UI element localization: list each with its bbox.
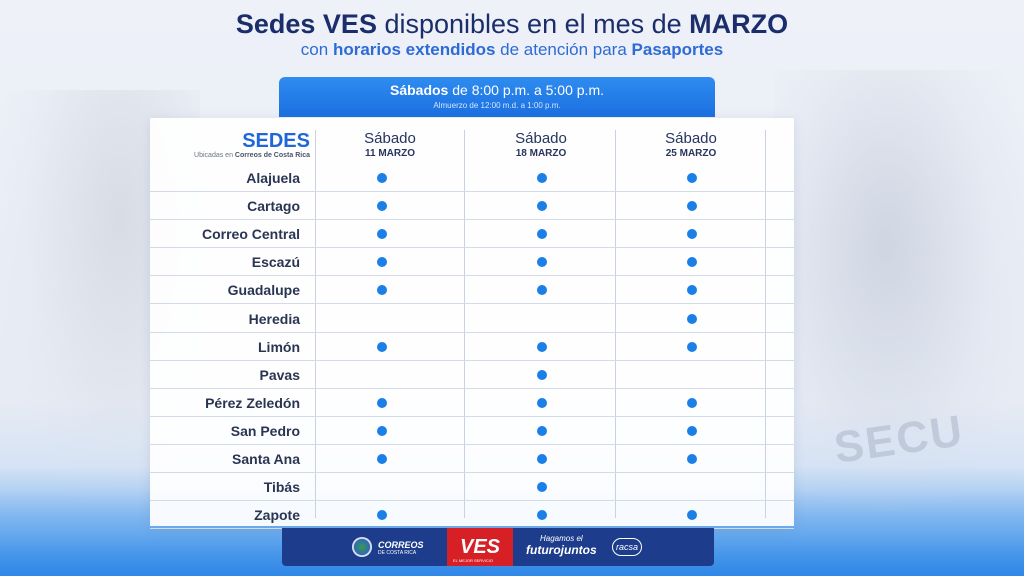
availability-dot <box>687 341 697 352</box>
row-separator <box>150 191 794 192</box>
sede-name: Limón <box>258 338 300 355</box>
availability-dot <box>377 341 387 352</box>
availability-dot <box>687 257 697 268</box>
availability-dot <box>377 425 387 436</box>
table-row: Escazú <box>150 248 794 277</box>
page-title: Sedes VES disponibles en el mes de MARZO <box>235 9 789 39</box>
availability-dot <box>537 482 547 493</box>
column-divider <box>464 130 465 518</box>
schedule-hours: Sábados de 8:00 p.m. a 5:00 p.m. <box>389 82 604 98</box>
table-row: Correo Central <box>150 220 794 249</box>
sede-name: Alajuela <box>246 170 300 186</box>
sede-name: Pavas <box>259 366 300 383</box>
availability-dot <box>377 201 387 212</box>
background-badge-text: SECU <box>831 406 967 473</box>
row-separator <box>150 500 794 502</box>
sede-name: Guadalupe <box>227 282 300 299</box>
availability-dot <box>537 425 547 436</box>
futuro-juntos-logo: Hagamos el futurojuntos <box>526 534 597 557</box>
column-header-3: Sábado 25 MARZO <box>665 130 717 159</box>
sedes-subtitle: Ubicadas en Correos de Costa Rica <box>194 152 310 159</box>
row-separator <box>150 247 794 249</box>
column-divider <box>765 130 766 518</box>
availability-dot <box>537 369 547 380</box>
table-row: Tibás <box>150 473 794 502</box>
correos-logo: CORREOS DE COSTA RICA <box>378 540 424 556</box>
availability-dot <box>687 201 697 212</box>
sede-name: Escazú <box>251 254 300 271</box>
table-row: Limón <box>150 333 794 361</box>
availability-dot <box>537 201 547 212</box>
availability-dot <box>687 425 697 436</box>
background-photo-right: SECU <box>774 70 1024 510</box>
column-header-2: Sábado 18 MARZO <box>515 130 567 159</box>
table-row: Cartago <box>150 192 794 221</box>
page-subtitle: con horarios extendidos de atención para… <box>300 40 724 59</box>
availability-dot <box>537 173 547 183</box>
column-divider <box>615 130 616 518</box>
sede-name: Pérez Zeledón <box>205 394 300 411</box>
row-separator <box>150 443 794 445</box>
table-row: Guadalupe <box>150 276 794 305</box>
availability-dot <box>537 257 547 268</box>
availability-dot <box>537 510 547 521</box>
schedule-banner: Sábados de 8:00 p.m. a 5:00 p.m. Almuerz… <box>279 77 715 117</box>
row-separator <box>150 219 794 221</box>
row-separator <box>150 359 794 361</box>
sede-name: San Pedro <box>230 422 300 439</box>
row-separator <box>150 387 794 389</box>
availability-dot <box>687 229 697 240</box>
costa-rica-seal-icon <box>352 537 372 557</box>
sedes-title: SEDES <box>242 130 310 152</box>
column-divider <box>315 130 316 518</box>
availability-dot <box>687 510 697 521</box>
availability-dot <box>377 229 387 240</box>
row-separator <box>150 275 794 277</box>
ves-logo: VES EL MEJOR SERVICIO <box>447 528 513 566</box>
sede-name: Heredia <box>248 310 300 327</box>
table-row: Santa Ana <box>150 445 794 473</box>
sede-name: Correo Central <box>201 226 300 243</box>
row-separator <box>150 472 794 473</box>
racsa-logo: racsa <box>612 538 642 556</box>
availability-dot <box>687 173 697 183</box>
sede-name: Zapote <box>254 507 300 524</box>
availability-dot <box>537 285 547 296</box>
table-row: Pavas <box>150 361 794 389</box>
availability-dot <box>537 397 547 408</box>
availability-dot <box>687 285 697 296</box>
sedes-header: SEDES Ubicadas en Correos de Costa Rica <box>160 130 316 159</box>
schedule-table: SEDES Ubicadas en Correos de Costa Rica … <box>150 118 794 530</box>
row-separator <box>150 303 794 305</box>
footer-logos: CORREOS DE COSTA RICA VES EL MEJOR SERVICI… <box>282 528 714 566</box>
column-header-1: Sábado 11 MARZO <box>364 130 416 159</box>
availability-dot <box>377 173 387 183</box>
availability-dot <box>537 341 547 352</box>
availability-dot <box>377 257 387 268</box>
availability-dot <box>537 229 547 240</box>
availability-dot <box>687 454 697 464</box>
availability-dot <box>687 397 697 408</box>
sede-name: Cartago <box>247 198 300 215</box>
sede-name: Tibás <box>263 479 300 496</box>
availability-dot <box>377 454 387 464</box>
table-row: Alajuela <box>150 164 794 192</box>
table-row: Heredia <box>150 305 794 333</box>
page-header: Sedes VES disponibles en el mes de MARZO… <box>0 8 1024 60</box>
availability-dot <box>537 454 547 464</box>
availability-dot <box>377 397 387 408</box>
table-row: Pérez Zeledón <box>150 389 794 417</box>
sede-name: Santa Ana <box>232 451 300 467</box>
table-row: Zapote <box>150 501 794 530</box>
table-row: San Pedro <box>150 417 794 445</box>
availability-dot <box>377 285 387 296</box>
availability-dot <box>377 510 387 521</box>
row-separator <box>150 415 794 417</box>
lunch-hours: Almuerzo de 12:00 m.d. a 1:00 p.m. <box>433 101 561 110</box>
row-separator <box>150 331 794 333</box>
availability-dot <box>687 313 697 324</box>
